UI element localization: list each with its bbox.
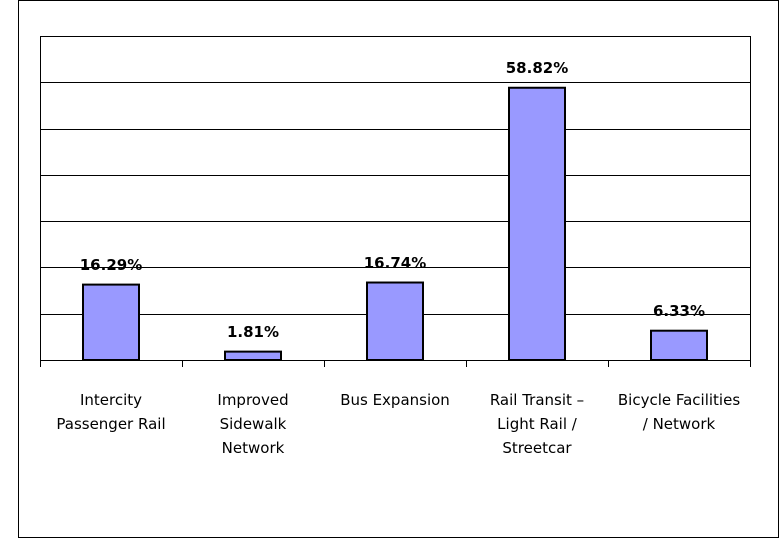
data-label: 58.82% bbox=[506, 59, 568, 77]
bar bbox=[650, 329, 708, 361]
x-tick-label: Rail Transit – Light Rail / Streetcar bbox=[489, 391, 585, 457]
x-tick-label: Bus Expansion bbox=[340, 391, 450, 409]
bar bbox=[508, 86, 566, 361]
bar bbox=[224, 350, 282, 361]
x-tick-label: Bicycle Facilities / Network bbox=[617, 391, 741, 433]
x-tick-label: Improved Sidewalk Network bbox=[217, 391, 289, 457]
data-label: 16.74% bbox=[364, 254, 426, 272]
x-tick-label: Intercity Passenger Rail bbox=[56, 391, 166, 433]
data-label: 16.29% bbox=[80, 256, 142, 274]
bar bbox=[82, 283, 140, 362]
data-label: 6.33% bbox=[653, 302, 705, 320]
data-label: 1.81% bbox=[227, 323, 279, 341]
bar bbox=[366, 281, 424, 361]
